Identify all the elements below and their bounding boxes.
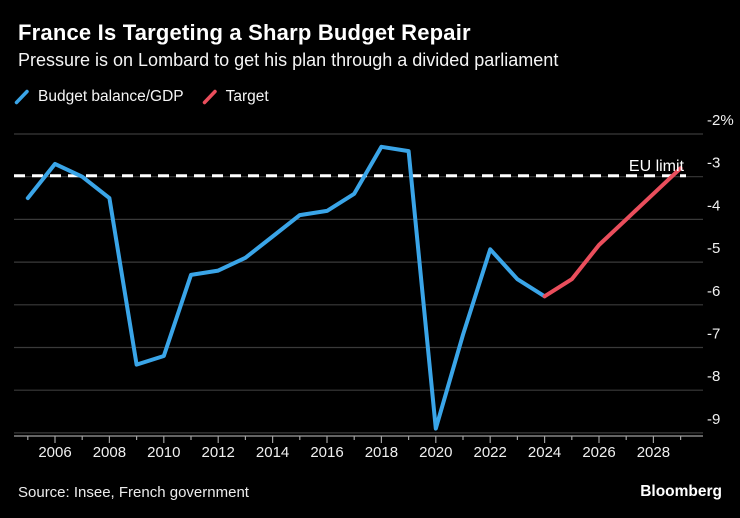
x-axis-label: 2018 [365,444,398,461]
y-axis-label: -3 [707,155,720,172]
x-axis-label: 2022 [474,444,507,461]
x-axis-label: 2010 [147,444,180,461]
y-axis-label: -4 [707,197,720,214]
budget-balance-line [25,144,547,431]
legend-label-budget-balance: Budget balance/GDP [38,88,184,105]
red-slash-marker-icon [202,89,217,105]
eu-limit-label: EU limit [629,158,685,175]
x-axis-label: 2006 [38,444,71,461]
x-axis-label: 2028 [637,444,670,461]
x-axis-label: 2014 [256,444,289,461]
blue-slash-marker-icon [14,89,29,105]
x-axis-label: 2012 [202,444,235,461]
y-axis-label: -7 [707,326,720,343]
legend: Budget balance/GDP Target [14,88,269,106]
target-line [542,166,683,299]
source-credit: Source: Insee, French government [18,484,249,501]
y-axis-label: -8 [707,368,720,385]
y-axis-label: -6 [707,283,720,300]
x-axis-label: 2016 [310,444,343,461]
bloomberg-logo: Bloomberg [640,483,722,500]
legend-label-target: Target [225,88,269,105]
x-axis-label: 2008 [93,444,126,461]
chart-title: France Is Targeting a Sharp Budget Repai… [18,20,471,45]
legend-item-budget-balance: Budget balance/GDP [14,88,184,106]
y-axis-label: -9 [707,411,720,428]
legend-item-target: Target [202,88,269,106]
x-axis-label: 2020 [419,444,452,461]
x-axis-label: 2024 [528,444,561,461]
y-axis-label: -2% [707,112,734,129]
x-axis-label: 2026 [582,444,615,461]
chart-subtitle: Pressure is on Lombard to get his plan t… [18,50,559,70]
y-axis-label: -5 [707,240,720,257]
